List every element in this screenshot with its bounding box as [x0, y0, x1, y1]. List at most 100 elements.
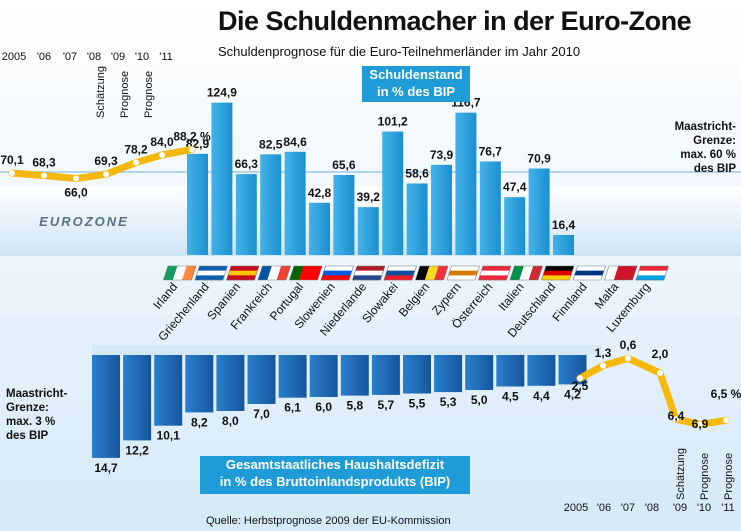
forecast-note: Prognose [119, 71, 131, 118]
deficit-value-label: 6,0 [315, 400, 332, 414]
debt-bar [187, 153, 208, 255]
eurozone-debt-value: 68,3 [32, 156, 56, 170]
debt-bar [431, 164, 452, 255]
deficit-bar [185, 355, 214, 413]
country-flag [478, 265, 512, 281]
flag-stripe [197, 266, 228, 271]
country-flag [226, 265, 260, 281]
country-flag [320, 265, 354, 281]
flag-stripe [385, 270, 415, 276]
eurozone-debt-value: 88,2 % [173, 129, 211, 143]
deficit-value-label: 12,2 [125, 443, 149, 457]
maastricht-debt-line: Maastricht- [674, 121, 736, 133]
forecast-note: Prognose [143, 71, 155, 118]
debt-legend-line2: in % des BIP [376, 84, 456, 99]
maastricht-deficit-line: Grenze: [6, 402, 49, 414]
debt-value-label: 39,2 [357, 190, 381, 204]
debt-value-label: 73,9 [430, 148, 454, 162]
debt-value-label: 66,3 [235, 157, 259, 171]
eurozone-deficit-value: 2,5 [572, 379, 589, 393]
deficit-baseline [92, 345, 602, 355]
flag-stripe [541, 275, 571, 281]
flag-stripe [323, 266, 354, 271]
deficit-legend-box: Gesamtstaatliches Haushaltsdefizit in % … [200, 456, 470, 494]
deficit-value-label: 8,2 [191, 415, 208, 429]
flag-stripe [352, 275, 382, 281]
debt-value-label: 58,6 [405, 167, 429, 181]
flag-stripe [227, 270, 258, 276]
debt-bar [553, 234, 574, 255]
maastricht-debt-note: Maastricht- Grenze: max. 60 % des BIP [668, 120, 736, 176]
maastricht-deficit-note: Maastricht- Grenze: max. 3 % des BIP [6, 387, 78, 443]
eurozone-debt-value: 78,2 [124, 143, 148, 157]
deficit-bar [340, 355, 369, 396]
flag-stripe [320, 275, 351, 281]
forecast-note: Schätzung [95, 66, 107, 118]
year-tick: '08 [87, 51, 101, 63]
deficit-value-label: 14,7 [94, 461, 118, 475]
debt-value-label: 70,9 [527, 152, 551, 166]
eurozone-deficit-point [673, 416, 679, 423]
flag-stripe [353, 270, 384, 276]
eurozone-deficit-value: 2,0 [652, 347, 669, 361]
year-tick: '09 [111, 51, 125, 63]
eurozone-deficit-value: 1,3 [595, 346, 612, 360]
country-label: Italien [495, 280, 526, 314]
flag-border [163, 265, 197, 281]
country-flag [352, 265, 386, 281]
flag-stripe [637, 270, 667, 276]
page-title: Die Schuldenmacher in der Euro-Zone [218, 6, 692, 36]
deficit-bar [154, 355, 183, 426]
flag-stripe [542, 270, 573, 276]
eurozone-deficit-point [625, 355, 631, 362]
maastricht-deficit-line: Maastricht- [6, 388, 68, 400]
deficit-bar [278, 355, 307, 398]
flag-stripe [226, 275, 256, 281]
deficit-value-label: 5,5 [409, 397, 426, 411]
eurozone-debt-point [159, 151, 165, 158]
country-label: Belgien [396, 280, 432, 320]
flag-border [478, 265, 512, 281]
forecast-note: Prognose [699, 453, 711, 500]
flag-stripe [194, 275, 225, 281]
flag-stripe [575, 266, 606, 271]
debt-value-label: 47,4 [503, 180, 527, 194]
country-flag [257, 265, 291, 281]
deficit-value-label: 7,0 [253, 407, 270, 421]
flag-stripe [478, 275, 508, 281]
flag-stripe [449, 266, 480, 271]
flag-border [352, 265, 386, 281]
flag-border [320, 265, 354, 281]
debt-bar [235, 174, 257, 255]
flag-stripe [638, 266, 669, 271]
deficit-bar [309, 355, 338, 397]
deficit-value-label: 4,5 [502, 390, 519, 404]
eurozone-label: EUROZONE [39, 214, 129, 229]
flag-stripe [229, 266, 259, 271]
deficit-value-label: 6,1 [284, 401, 301, 415]
year-tick: '08 [645, 502, 659, 514]
country-label: Finnland [549, 280, 589, 324]
country-flag [289, 265, 323, 281]
eurozone-debt-point [9, 170, 15, 177]
eurozone-debt-point [133, 159, 139, 166]
country-flag [415, 265, 449, 281]
debt-value-label: 65,6 [332, 158, 356, 172]
eurozone-debt-value: 84,0 [150, 135, 174, 149]
deficit-value-label: 5,8 [346, 399, 363, 413]
flag-stripe [383, 275, 414, 281]
debt-bar [528, 168, 550, 255]
year-tick: '10 [135, 51, 149, 63]
country-flag [194, 265, 228, 281]
debt-value-label: 124,9 [207, 86, 237, 100]
flag-border [604, 265, 638, 281]
eurozone-deficit-point [657, 370, 663, 376]
deficit-bar [247, 355, 276, 404]
debt-bar [504, 197, 526, 255]
maastricht-deficit-line: des BIP [6, 430, 49, 442]
debt-value-label: 16,4 [552, 218, 576, 232]
deficit-bar [465, 355, 494, 390]
debt-bar [309, 202, 330, 255]
